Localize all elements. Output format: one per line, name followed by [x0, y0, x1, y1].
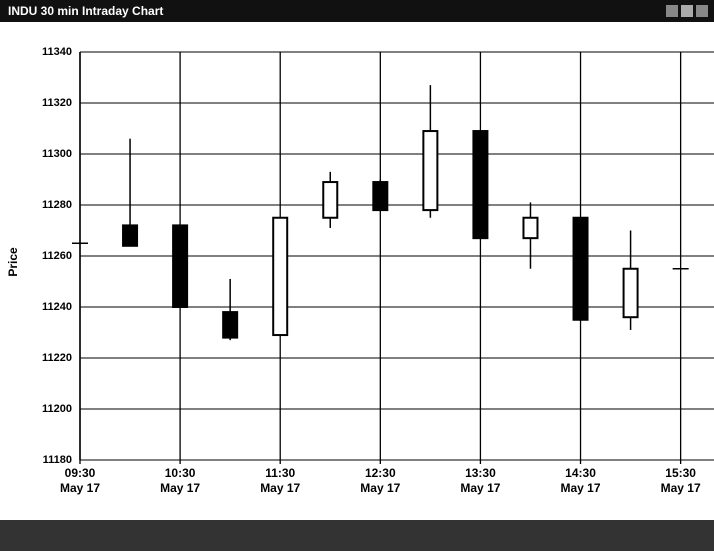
title-bar [0, 0, 714, 22]
chart-title: INDU 30 min Intraday Chart [8, 4, 163, 18]
x-tick-label: 14:30 [565, 466, 596, 480]
x-tick-label: 09:30 [65, 466, 96, 480]
candle-body [272, 216, 289, 337]
x-tick-date: May 17 [160, 481, 200, 495]
candle-body [372, 181, 389, 212]
x-tick-label: 15:30 [665, 466, 696, 480]
x-tick-date: May 17 [561, 481, 601, 495]
candle-body [122, 224, 139, 247]
x-tick-label: 12:30 [365, 466, 396, 480]
x-tick-label: 10:30 [165, 466, 196, 480]
x-tick-date: May 17 [460, 481, 500, 495]
candle-body [222, 311, 239, 339]
x-tick-date: May 17 [360, 481, 400, 495]
y-tick-label: 11200 [42, 403, 72, 415]
x-tick-date: May 17 [60, 481, 100, 495]
y-tick-label: 11240 [42, 301, 72, 313]
y-tick-label: 11260 [42, 250, 72, 262]
x-tick-date: May 17 [661, 481, 701, 495]
y-tick-label: 11300 [42, 148, 72, 160]
maximize-button[interactable] [681, 5, 693, 17]
candle-body [422, 130, 439, 212]
close-button[interactable] [696, 5, 708, 17]
y-tick-label: 11320 [42, 97, 72, 109]
y-tick-label: 11280 [42, 199, 72, 211]
y-tick-label: 11340 [42, 46, 72, 58]
y-tick-label: 11180 [43, 454, 72, 466]
candle-body [572, 216, 589, 321]
minimize-button[interactable] [666, 5, 678, 17]
candle-body [172, 224, 189, 308]
y-axis-label: Price [6, 247, 20, 277]
y-tick-label: 11220 [42, 352, 72, 364]
x-tick-date: May 17 [260, 481, 300, 495]
status-bar [0, 520, 714, 551]
candle-body [622, 267, 639, 319]
x-tick-label: 13:30 [465, 466, 496, 480]
candle-body [472, 130, 489, 240]
candle-body [522, 216, 539, 240]
x-tick-label: 11:30 [265, 466, 295, 480]
candle-body [322, 181, 339, 219]
